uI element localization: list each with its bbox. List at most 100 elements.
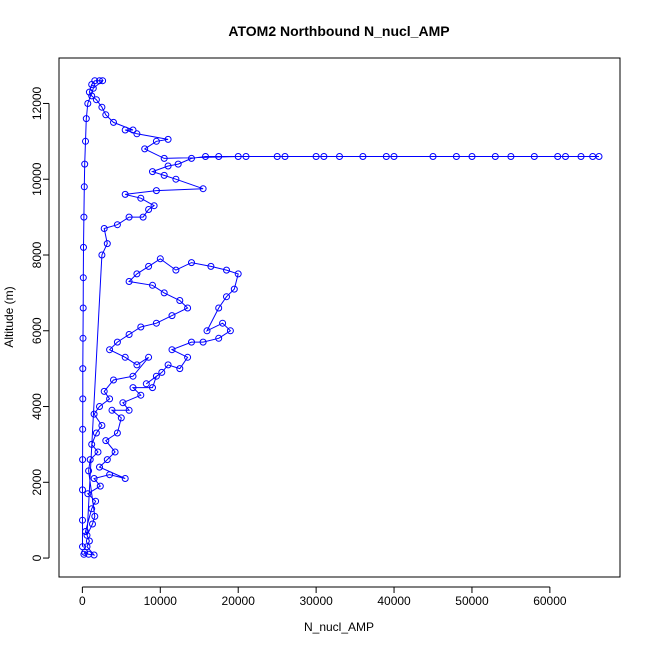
data-point	[199, 185, 207, 193]
data-point	[215, 153, 223, 160]
data-point	[219, 319, 227, 327]
data-point	[96, 463, 103, 471]
data-point	[174, 160, 182, 168]
data-point	[230, 285, 238, 293]
data-point	[158, 368, 166, 376]
data-point	[312, 153, 320, 160]
x-axis-label: N_nucl_AMP	[304, 620, 374, 634]
data-point	[507, 153, 515, 160]
data-point	[83, 543, 91, 551]
y-axis: 0 2000 4000 6000 8000 10000 12000	[30, 86, 50, 561]
data-point	[145, 262, 153, 270]
data-point	[273, 153, 281, 160]
data-point	[79, 395, 87, 403]
data-point	[142, 380, 150, 388]
data-point	[164, 162, 172, 170]
data-point	[137, 194, 145, 202]
data-point	[102, 111, 110, 119]
data-point	[83, 531, 91, 539]
data-point	[172, 266, 180, 274]
data-point	[113, 338, 121, 346]
y-tick-label: 2000	[30, 469, 44, 496]
data-point	[223, 266, 230, 274]
y-tick-label: 8000	[30, 241, 44, 268]
data-point	[121, 190, 129, 198]
data-point	[86, 456, 94, 464]
data-point	[89, 520, 96, 528]
data-point	[88, 505, 96, 513]
data-point	[595, 153, 603, 160]
data-point	[113, 429, 121, 437]
data-point	[149, 384, 156, 392]
data-point	[491, 153, 499, 160]
data-point	[119, 399, 127, 407]
data-point	[188, 338, 195, 346]
data-point	[79, 456, 87, 464]
data-point	[145, 353, 153, 361]
data-point	[359, 153, 367, 160]
data-point	[530, 153, 538, 160]
data-point	[281, 153, 289, 160]
data-point	[137, 391, 145, 399]
data-point	[84, 100, 92, 107]
data-point	[168, 346, 176, 354]
data-point	[234, 270, 242, 278]
chart-title: ATOM2 Northbound N_nucl_AMP	[228, 23, 449, 39]
data-point	[156, 255, 164, 263]
data-point	[91, 77, 99, 85]
data-point	[92, 497, 100, 505]
data-point	[188, 154, 195, 162]
data-point	[125, 331, 133, 338]
data-point	[85, 537, 93, 545]
data-point	[152, 319, 160, 327]
y-axis-label: Altitude (m)	[2, 286, 16, 347]
data-point	[110, 376, 117, 384]
data-point	[88, 440, 96, 448]
data-point	[96, 403, 103, 410]
data-point	[113, 221, 121, 229]
data-point	[129, 384, 137, 392]
data-point	[89, 84, 97, 92]
y-tick-label: 10000	[30, 162, 44, 196]
data-point	[152, 187, 160, 195]
data-point	[129, 372, 137, 380]
y-tick-label: 4000	[30, 393, 44, 420]
data-point	[382, 153, 390, 160]
data-point	[226, 327, 234, 335]
data-point	[149, 281, 156, 289]
data-point	[82, 137, 89, 145]
data-point	[88, 92, 96, 100]
data-point	[82, 115, 90, 123]
data-point	[85, 467, 93, 475]
data-point	[125, 213, 133, 221]
data-point	[160, 154, 168, 162]
data-point	[133, 270, 141, 278]
data-point	[90, 475, 98, 482]
data-point	[79, 365, 87, 373]
data-point	[79, 516, 86, 524]
data-point	[129, 126, 137, 134]
data-point	[121, 126, 129, 134]
data-point	[199, 338, 207, 346]
data-point	[80, 243, 87, 251]
data-point	[96, 77, 103, 85]
data-point	[106, 346, 114, 354]
data-point	[106, 471, 114, 479]
data-point	[577, 153, 585, 160]
data-point	[103, 240, 111, 248]
data-point	[98, 103, 106, 111]
series-lines	[82, 80, 599, 556]
plot-frame	[58, 57, 621, 578]
data-point	[79, 334, 87, 342]
data-point	[207, 262, 215, 270]
x-tick-label: 0	[79, 594, 86, 608]
data-point	[172, 175, 180, 183]
data-point	[137, 323, 145, 331]
data-point	[554, 153, 562, 160]
x-tick-label: 30000	[299, 594, 333, 608]
data-point	[79, 425, 87, 433]
data-point	[79, 274, 87, 282]
data-point	[92, 429, 100, 437]
data-point	[176, 297, 184, 304]
